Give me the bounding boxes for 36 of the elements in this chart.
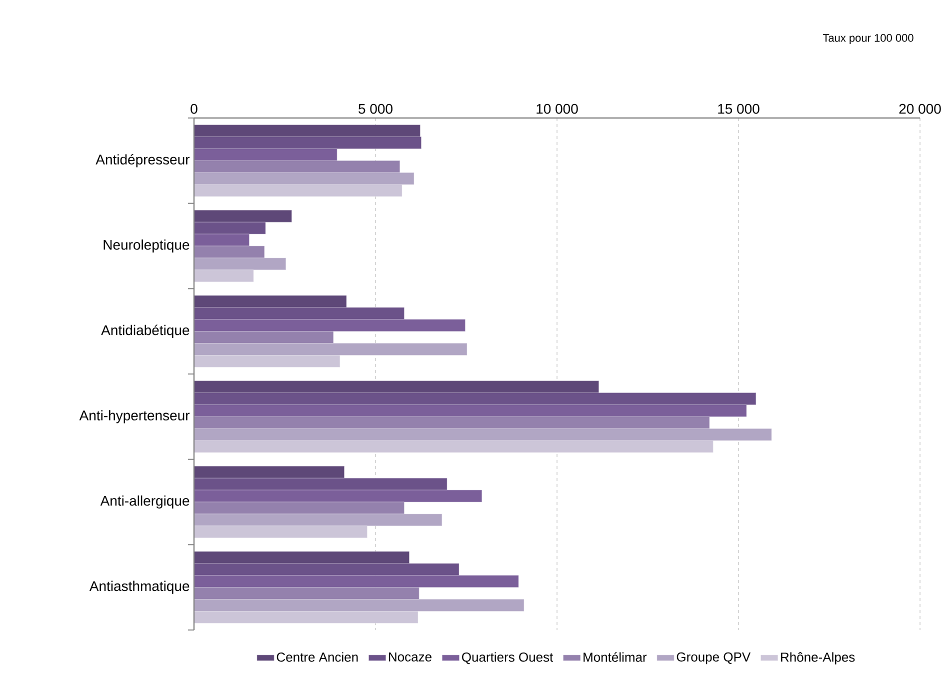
bar: [194, 514, 442, 526]
bar: [194, 611, 418, 624]
bar: [194, 160, 400, 173]
x-tick-label: 20 000: [899, 104, 941, 114]
y-tick-label: Anti-hypertenseur: [79, 410, 190, 424]
bar: [194, 343, 468, 356]
bar: [194, 184, 402, 197]
bar: [194, 416, 710, 429]
x-tick-label: 5 000: [358, 104, 392, 114]
bar: [194, 526, 368, 538]
bar: [194, 599, 524, 612]
y-tick-label: Anti-allergique: [100, 495, 190, 509]
legend-label: Rhône-Alpes: [781, 652, 855, 664]
bar: [194, 440, 714, 453]
legend-label: Quartiers Ouest: [462, 652, 554, 664]
legend-label: Centre Ancien: [276, 652, 358, 662]
y-tick-label: Antidépresseur: [96, 154, 190, 168]
legend-label: Nocaze: [389, 652, 432, 662]
x-tick-label: 0: [190, 104, 198, 114]
legend-label: Groupe QPV: [676, 652, 751, 664]
x-tick-label: 15 000: [718, 104, 760, 114]
bar: [194, 587, 420, 600]
bar: [194, 258, 286, 270]
y-tick-label: Neuroleptique: [104, 239, 190, 253]
bar: [194, 428, 772, 441]
bar: [194, 331, 334, 344]
bar: [194, 246, 265, 258]
bar: [194, 502, 404, 514]
y-tick-label: Antiasthmatique: [89, 580, 190, 594]
x-tick-label: 10 000: [536, 104, 578, 114]
bar: [194, 355, 340, 368]
text: Taux pour 100 000: [822, 34, 914, 44]
bar: [194, 270, 254, 282]
bar: [194, 172, 414, 185]
legend-label: Montélimar: [584, 652, 647, 662]
y-tick-label: Antidiabétique: [101, 324, 190, 338]
